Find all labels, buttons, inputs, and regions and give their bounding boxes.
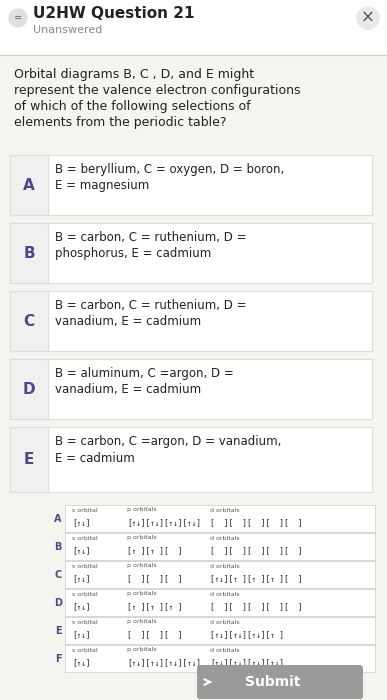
- Circle shape: [357, 7, 379, 29]
- FancyBboxPatch shape: [10, 359, 48, 419]
- Text: p orbitals: p orbitals: [127, 564, 157, 568]
- Text: B = beryllium, C = oxygen, D = boron,: B = beryllium, C = oxygen, D = boron,: [55, 162, 284, 176]
- FancyBboxPatch shape: [10, 291, 372, 351]
- Text: [↑↓]: [↑↓]: [72, 659, 91, 668]
- Text: d orbitals: d orbitals: [210, 592, 240, 596]
- Text: d orbitals: d orbitals: [210, 536, 240, 540]
- Text: elements from the periodic table?: elements from the periodic table?: [14, 116, 226, 129]
- Text: D: D: [54, 598, 62, 608]
- Text: s orbital: s orbital: [72, 648, 98, 652]
- Text: [  ][  ][  ][  ][  ]: [ ][ ][ ][ ][ ]: [210, 519, 303, 528]
- FancyBboxPatch shape: [10, 291, 48, 351]
- Text: E = magnesium: E = magnesium: [55, 179, 149, 193]
- FancyBboxPatch shape: [10, 427, 372, 492]
- Text: of which of the following selections of: of which of the following selections of: [14, 100, 251, 113]
- Text: s orbital: s orbital: [72, 536, 98, 540]
- Text: d orbitals: d orbitals: [210, 564, 240, 568]
- Text: B: B: [23, 246, 35, 260]
- FancyBboxPatch shape: [65, 617, 375, 644]
- Text: [↑↓][↑↓][↑↓][↑↓]: [↑↓][↑↓][↑↓][↑↓]: [127, 659, 201, 668]
- Text: [↑ ][↑ ][  ]: [↑ ][↑ ][ ]: [127, 547, 183, 556]
- FancyBboxPatch shape: [10, 223, 372, 283]
- Text: B = carbon, C =argon, D = vanadium,: B = carbon, C =argon, D = vanadium,: [55, 435, 281, 447]
- Text: E: E: [55, 626, 61, 636]
- Text: s orbital: s orbital: [72, 620, 98, 624]
- Text: F: F: [55, 654, 61, 664]
- Text: U2HW Question 21: U2HW Question 21: [33, 6, 195, 22]
- FancyBboxPatch shape: [10, 155, 372, 215]
- Text: B = aluminum, C =argon, D =: B = aluminum, C =argon, D =: [55, 367, 234, 379]
- Text: d orbitals: d orbitals: [210, 620, 240, 624]
- Text: [↑↓]: [↑↓]: [72, 603, 91, 612]
- Text: [↑ ][↑ ][↑ ]: [↑ ][↑ ][↑ ]: [127, 603, 183, 612]
- Text: [  ][  ][  ][  ][  ]: [ ][ ][ ][ ][ ]: [210, 603, 303, 612]
- Text: [  ][  ][  ]: [ ][ ][ ]: [127, 575, 183, 584]
- Text: Orbital diagrams B, C , D, and E might: Orbital diagrams B, C , D, and E might: [14, 68, 254, 81]
- FancyBboxPatch shape: [10, 223, 48, 283]
- Text: [↑↓]: [↑↓]: [72, 519, 91, 528]
- Text: d orbitals: d orbitals: [210, 508, 240, 512]
- Text: C: C: [24, 314, 34, 328]
- Text: p orbitals: p orbitals: [127, 620, 157, 624]
- FancyBboxPatch shape: [0, 0, 387, 55]
- Text: s orbital: s orbital: [72, 564, 98, 568]
- Text: [↑↓]: [↑↓]: [72, 575, 91, 584]
- Text: phosphorus, E = cadmium: phosphorus, E = cadmium: [55, 248, 211, 260]
- FancyBboxPatch shape: [10, 155, 48, 215]
- Text: A: A: [54, 514, 62, 524]
- Text: p orbitals: p orbitals: [127, 648, 157, 652]
- Text: =: =: [14, 13, 22, 23]
- Text: [↑↓][↑ ][↑ ][↑ ][  ]: [↑↓][↑ ][↑ ][↑ ][ ]: [210, 575, 303, 584]
- Text: D: D: [23, 382, 35, 396]
- Text: A: A: [23, 178, 35, 193]
- FancyBboxPatch shape: [65, 589, 375, 616]
- FancyBboxPatch shape: [197, 665, 363, 699]
- FancyBboxPatch shape: [10, 427, 48, 492]
- Text: B: B: [54, 542, 62, 552]
- Text: d orbitals: d orbitals: [210, 648, 240, 652]
- Text: p orbitals: p orbitals: [127, 536, 157, 540]
- FancyBboxPatch shape: [65, 561, 375, 588]
- Text: s orbital: s orbital: [72, 508, 98, 512]
- Text: [  ][  ][  ]: [ ][ ][ ]: [127, 631, 183, 640]
- Text: C: C: [55, 570, 62, 580]
- Text: [↑↓][↑↓][↑↓][↑↓]: [↑↓][↑↓][↑↓][↑↓]: [127, 519, 201, 528]
- Text: [  ][  ][  ][  ][  ]: [ ][ ][ ][ ][ ]: [210, 547, 303, 556]
- Text: ×: ×: [361, 9, 375, 27]
- FancyBboxPatch shape: [65, 505, 375, 532]
- Text: vanadium, E = cadmium: vanadium, E = cadmium: [55, 384, 201, 396]
- Text: E: E: [24, 452, 34, 467]
- Text: [↑↓][↑↓][↑↓][↑↓]: [↑↓][↑↓][↑↓][↑↓]: [210, 659, 284, 668]
- Text: p orbitals: p orbitals: [127, 592, 157, 596]
- Circle shape: [9, 9, 27, 27]
- Text: B = carbon, C = ruthenium, D =: B = carbon, C = ruthenium, D =: [55, 298, 247, 312]
- FancyBboxPatch shape: [65, 533, 375, 560]
- Text: B = carbon, C = ruthenium, D =: B = carbon, C = ruthenium, D =: [55, 230, 247, 244]
- Text: [↑↓]: [↑↓]: [72, 547, 91, 556]
- Text: represent the valence electron configurations: represent the valence electron configura…: [14, 84, 300, 97]
- Text: E = cadmium: E = cadmium: [55, 452, 135, 465]
- Text: p orbitals: p orbitals: [127, 508, 157, 512]
- Text: vanadium, E = cadmium: vanadium, E = cadmium: [55, 316, 201, 328]
- Text: Unanswered: Unanswered: [33, 25, 103, 35]
- Text: [↑↓]: [↑↓]: [72, 631, 91, 640]
- Text: [↑↓][↑↓][↑↓][↑ ]: [↑↓][↑↓][↑↓][↑ ]: [210, 631, 284, 640]
- Text: s orbital: s orbital: [72, 592, 98, 596]
- FancyBboxPatch shape: [10, 359, 372, 419]
- Text: Submit: Submit: [245, 675, 300, 689]
- FancyBboxPatch shape: [65, 645, 375, 672]
